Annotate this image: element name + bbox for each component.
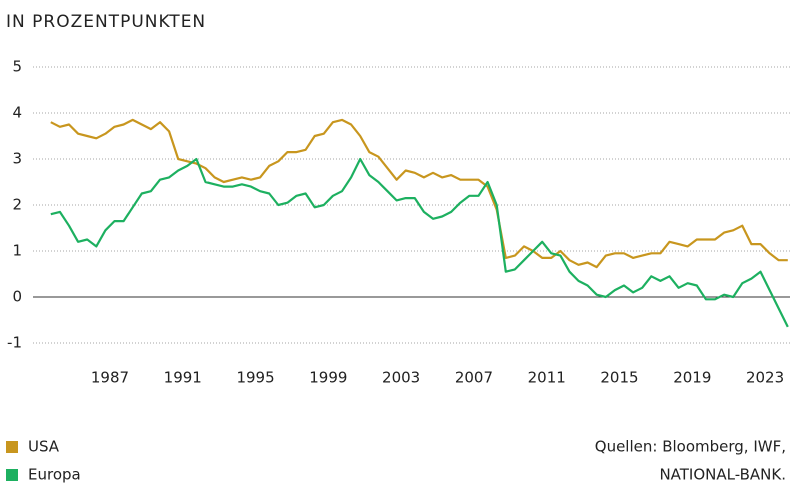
source-note: Quellen: Bloomberg, IWF,: [595, 438, 786, 456]
x-tick-label: 2015: [600, 369, 638, 387]
legend-swatch: [6, 441, 18, 453]
x-tick-label: 2003: [382, 369, 420, 387]
x-tick-label: 1995: [236, 369, 274, 387]
x-tick-label: 2011: [528, 369, 566, 387]
line-series: [50, 118, 788, 269]
x-tick-label: 2023: [746, 369, 784, 387]
x-tick-label: 1991: [164, 369, 202, 387]
y-tick-label: 2: [12, 196, 22, 214]
x-tick-label: 2007: [455, 369, 493, 387]
chart-title: IN PROZENTPUNKTEN: [6, 12, 206, 32]
y-tick-label: 5: [12, 58, 22, 76]
source-note: NATIONAL-BANK.: [659, 466, 786, 484]
line-series: [50, 157, 789, 328]
legend-swatch: [6, 469, 18, 481]
y-tick-label: 3: [12, 150, 22, 168]
y-tick-label: 1: [12, 242, 22, 260]
legend-label: Europa: [28, 466, 81, 484]
y-tick-label: 0: [12, 288, 22, 306]
x-tick-label: 2019: [673, 369, 711, 387]
y-tick-label: -1: [7, 334, 22, 352]
x-tick-label: 1999: [309, 369, 347, 387]
legend-label: USA: [28, 438, 60, 456]
y-tick-label: 4: [12, 104, 22, 122]
x-tick-label: 1987: [91, 369, 129, 387]
